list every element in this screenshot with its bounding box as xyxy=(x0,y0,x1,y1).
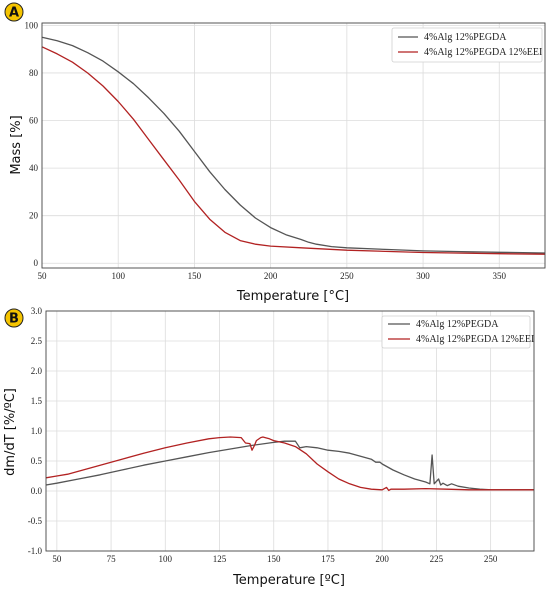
y-tick-label: 2.0 xyxy=(31,366,43,376)
panel-b-legend-box xyxy=(381,315,531,349)
y-tick-label: -0.5 xyxy=(28,516,43,526)
x-tick-label: 150 xyxy=(267,554,281,564)
panel-b-legend-label-2: 4%Alg 12%PEGDA 12%EEI xyxy=(416,334,534,345)
panel-a-legend-label-2: 4%Alg 12%PEGDA 12%EEI xyxy=(424,47,542,58)
y-tick-label: 40 xyxy=(29,163,39,173)
y-tick-label: 0.0 xyxy=(31,486,43,496)
y-tick-label: 80 xyxy=(29,68,39,78)
panel-b-badge: B xyxy=(4,308,24,328)
panel-b-x-axis-title: Temperature [ºC] xyxy=(232,573,345,588)
x-tick-label: 125 xyxy=(213,554,227,564)
x-tick-label: 50 xyxy=(38,271,48,281)
x-tick-label: 300 xyxy=(416,271,430,281)
panel-b-plot-frame xyxy=(45,310,535,552)
x-tick-label: 250 xyxy=(340,271,354,281)
x-tick-label: 175 xyxy=(321,554,335,564)
y-tick-label: 20 xyxy=(29,211,39,221)
panel-a-y-ticks: 0 20 40 60 80 100 xyxy=(25,20,39,268)
x-tick-label: 250 xyxy=(484,554,498,564)
panel-b-series xyxy=(45,436,534,492)
x-tick-label: 100 xyxy=(159,554,173,564)
panel-a-label: A xyxy=(9,6,19,21)
series-line-2 xyxy=(41,46,546,255)
y-tick-label: 0.5 xyxy=(31,456,43,466)
x-tick-label: 150 xyxy=(188,271,202,281)
panel-b-x-ticks: 50 75 100 125 150 175 200 225 250 xyxy=(52,554,498,564)
panel-b-y-axis-title: dm/dT [%/ºC] xyxy=(3,388,18,476)
y-tick-label: 100 xyxy=(25,20,39,30)
series-line-2 xyxy=(45,436,534,492)
x-tick-label: 350 xyxy=(493,271,507,281)
x-tick-label: 100 xyxy=(111,271,125,281)
panel-a-plot-frame xyxy=(41,22,546,269)
x-tick-label: 225 xyxy=(430,554,444,564)
panel-a-series xyxy=(41,36,546,255)
x-tick-label: 75 xyxy=(107,554,117,564)
panel-a-y-axis-title: Mass [%] xyxy=(9,115,24,174)
panel-a-x-ticks: 50 100 150 200 250 300 350 xyxy=(38,271,507,281)
y-tick-label: 60 xyxy=(29,116,39,126)
panel-a-grid xyxy=(41,23,545,268)
y-tick-label: 2.5 xyxy=(31,336,43,346)
panel-b-y-ticks: -1.0 -0.5 0.0 0.5 1.0 1.5 2.0 2.5 3.0 xyxy=(28,306,43,556)
panel-b-label: B xyxy=(9,312,19,327)
panel-b-grid xyxy=(46,310,534,552)
panel-a: A 50 100 150 200 250 300 350 0 20 40 60 80 100 Temp… xyxy=(4,2,546,304)
panel-b: B 50 75 100 125 150 175 200 225 250 -1.0 -0.5 0.0 0… xyxy=(3,306,535,588)
x-tick-label: 200 xyxy=(375,554,389,564)
panel-a-legend-box xyxy=(391,27,543,63)
y-tick-label: 0 xyxy=(34,258,39,268)
y-tick-label: -1.0 xyxy=(28,546,43,556)
y-tick-label: 1.5 xyxy=(31,396,43,406)
series-line-1 xyxy=(41,36,546,254)
y-tick-label: 3.0 xyxy=(31,306,43,316)
panel-b-legend: 4%Alg 12%PEGDA 4%Alg 12%PEGDA 12%EEI xyxy=(381,315,534,349)
x-tick-label: 50 xyxy=(52,554,62,564)
series-line-1 xyxy=(45,440,534,491)
panel-b-legend-label-1: 4%Alg 12%PEGDA xyxy=(416,319,499,330)
panel-a-badge: A xyxy=(4,2,24,22)
y-tick-label: 1.0 xyxy=(31,426,43,436)
panel-a-legend-label-1: 4%Alg 12%PEGDA xyxy=(424,32,507,43)
x-tick-label: 200 xyxy=(264,271,278,281)
panel-a-x-axis-title: Temperature [°C] xyxy=(236,289,349,304)
panel-a-legend: 4%Alg 12%PEGDA 4%Alg 12%PEGDA 12%EEI xyxy=(391,27,543,63)
